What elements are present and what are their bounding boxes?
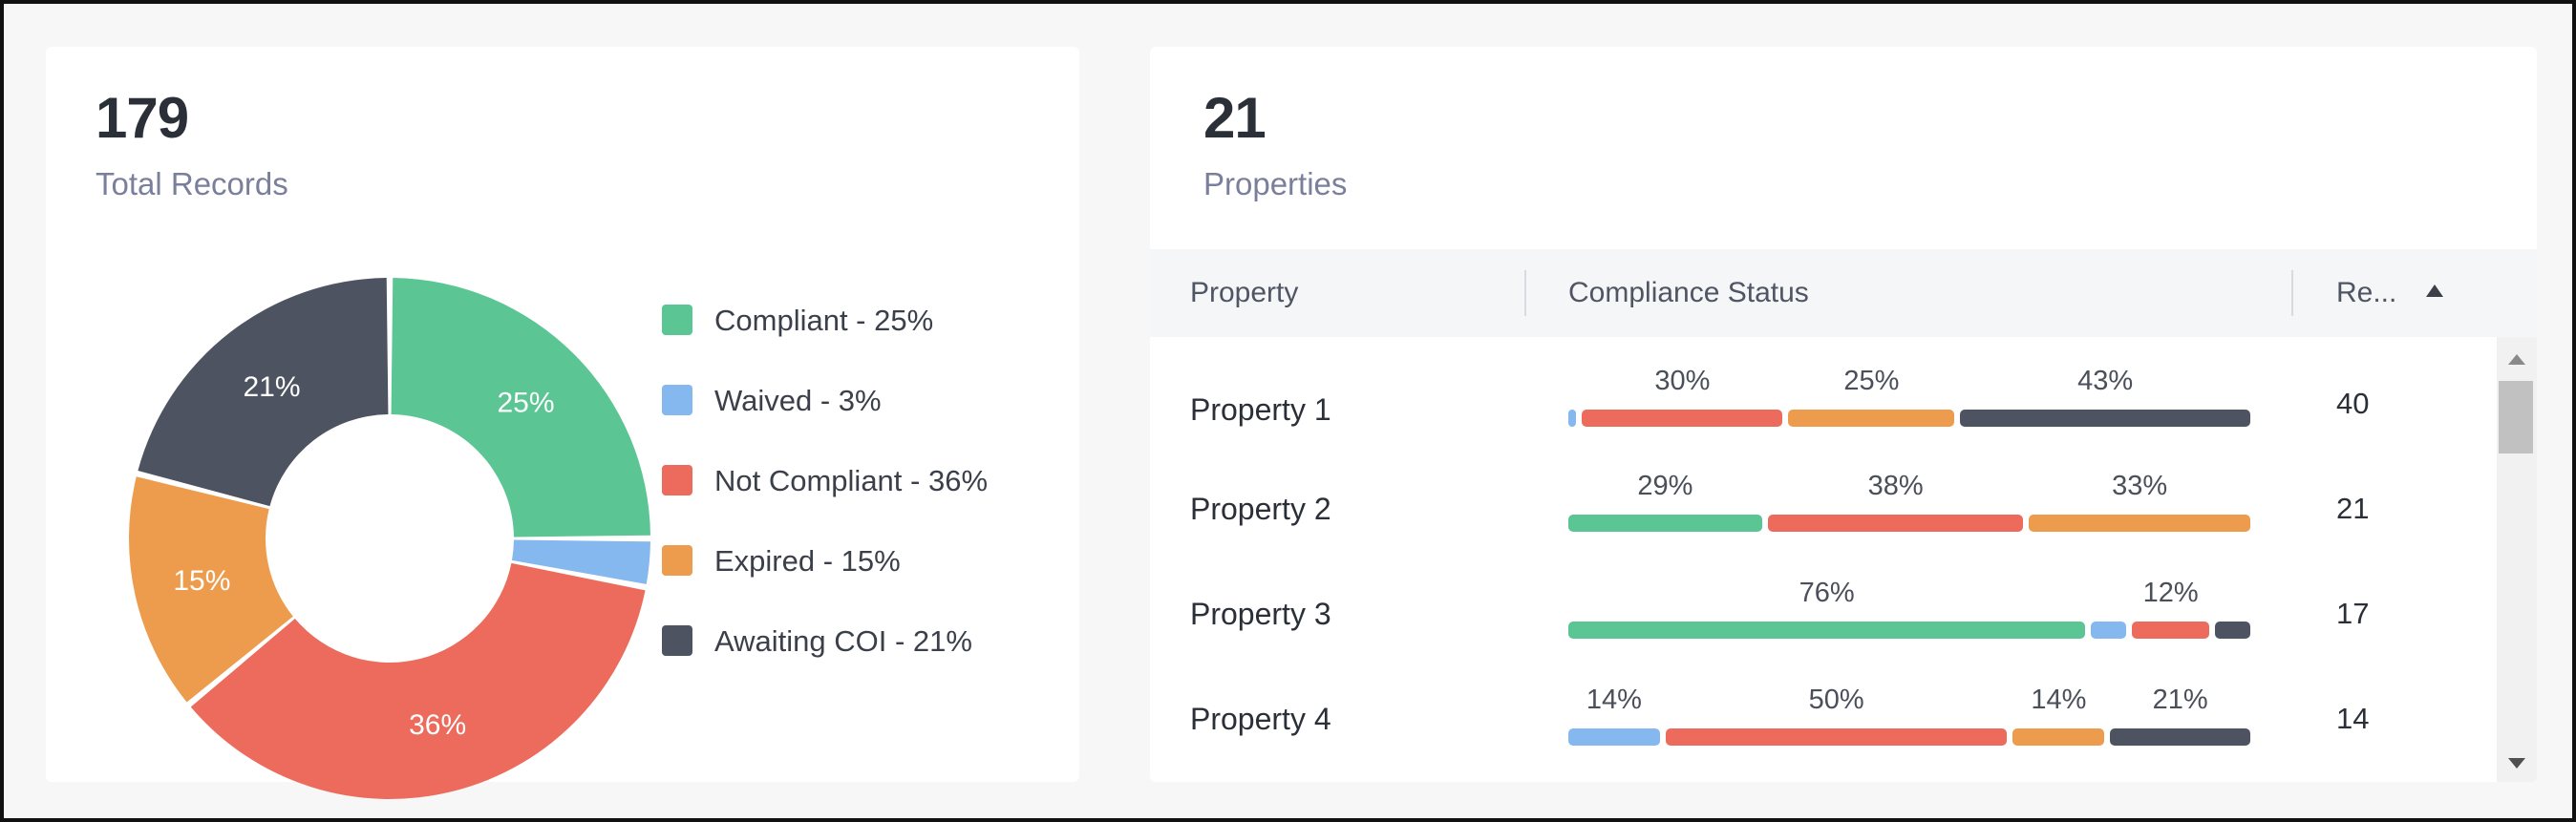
bar-segment-awaiting-coi[interactable] [2214, 622, 2250, 639]
total-records-label: Total Records [96, 166, 288, 201]
bar-segment-label: 12% [2142, 578, 2199, 608]
table-row[interactable]: Property 2 29% 38% 33% 21 [1150, 442, 2497, 547]
donut-slice-awaiting-coi[interactable] [138, 278, 389, 507]
bar-segment-label: 14% [1586, 685, 1642, 715]
compliance-bar: 76% 12% [1568, 578, 2256, 644]
column-header-compliance-status[interactable]: Compliance Status [1568, 277, 1809, 308]
properties-table-body: Property 1 30% 25% 43% 40 Property 2 29% 38… [1150, 337, 2497, 782]
property-name: Property 4 [1190, 702, 1331, 736]
bar-segment-not-compliant[interactable] [1767, 515, 2024, 532]
bar-segment-waived[interactable] [1568, 728, 1660, 746]
donut-slice-label: 21% [243, 371, 300, 403]
bar-segment-awaiting-coi[interactable] [2110, 728, 2250, 746]
bar-segment-not-compliant[interactable] [1582, 410, 1783, 427]
donut-slice-label: 15% [173, 565, 230, 597]
sort-ascending-icon[interactable] [2426, 285, 2443, 297]
legend-swatch-awaiting-coi [662, 625, 692, 656]
column-divider[interactable] [2291, 270, 2293, 316]
property-name: Property 1 [1190, 392, 1331, 427]
properties-count: 21 [1203, 86, 1267, 150]
donut-slice-label: 36% [409, 709, 466, 741]
legend-label-compliant: Compliant - 25% [714, 304, 934, 337]
bar-segment-label: 21% [2152, 685, 2208, 715]
donut-slice-not-compliant[interactable] [190, 562, 646, 800]
total-records-card: 179 Total Records 25% 36% 15% 21% Compliant… [46, 47, 1079, 800]
donut-slice-compliant[interactable] [391, 278, 650, 537]
record-count: 40 [2336, 387, 2370, 420]
properties-card: 21 Properties Property Compliance Status… [1150, 47, 2537, 782]
property-name: Property 3 [1190, 597, 1331, 631]
bar-segment-label: 43% [2077, 366, 2134, 396]
vertical-scrollbar[interactable] [2497, 337, 2537, 782]
legend-swatch-expired [662, 545, 692, 576]
bar-segment-label: 14% [2031, 685, 2087, 715]
scroll-up-arrow-icon[interactable] [2508, 354, 2525, 365]
legend-swatch-waived [662, 385, 692, 415]
legend-swatch-compliant [662, 305, 692, 335]
bar-segment-waived[interactable] [2091, 622, 2127, 639]
bar-segment-label: 50% [1808, 685, 1864, 715]
bar-segment-compliant[interactable] [1568, 622, 2086, 639]
compliance-bar: 30% 25% 43% [1568, 366, 2256, 432]
bar-segment-expired[interactable] [1788, 410, 1955, 427]
donut-slice-expired[interactable] [128, 476, 293, 703]
property-name: Property 2 [1190, 492, 1331, 526]
bar-segment-label: 25% [1843, 366, 1900, 396]
table-row[interactable]: Property 1 30% 25% 43% 40 [1150, 337, 2497, 442]
bar-segment-compliant[interactable] [1568, 515, 1762, 532]
bar-segment-expired[interactable] [2029, 515, 2250, 532]
compliance-donut-chart: 25% 36% 15% 21% [128, 278, 650, 800]
bar-segment-label: 76% [1799, 578, 1855, 608]
compliance-bar: 14% 50% 14% 21% [1568, 685, 2256, 751]
legend-swatch-not-compliant [662, 465, 692, 495]
column-divider[interactable] [1524, 270, 1526, 316]
bar-segment-label: 29% [1637, 471, 1693, 501]
bar-segment-expired[interactable] [2012, 728, 2105, 746]
record-count: 14 [2336, 702, 2370, 735]
table-row[interactable]: Property 4 14% 50% 14% 21% 14 [1150, 652, 2497, 757]
donut-slice-label: 25% [497, 388, 554, 419]
bar-segment-awaiting-coi[interactable] [1960, 410, 2250, 427]
scroll-thumb[interactable] [2499, 381, 2533, 453]
bar-segment-waived[interactable] [1568, 410, 1577, 427]
record-count: 17 [2336, 597, 2370, 630]
scroll-down-arrow-icon[interactable] [2508, 758, 2525, 769]
column-header-property[interactable]: Property [1190, 277, 1299, 308]
compliance-bar: 29% 38% 33% [1568, 471, 2256, 537]
legend-label-awaiting-coi: Awaiting COI - 21% [714, 624, 972, 658]
legend-label-not-compliant: Not Compliant - 36% [714, 464, 989, 497]
bar-segment-label: 30% [1654, 366, 1711, 396]
total-records-count: 179 [96, 86, 189, 150]
legend-label-expired: Expired - 15% [714, 544, 901, 578]
table-row[interactable]: Property 3 76% 12% 17 [1150, 547, 2497, 652]
legend-label-waived: Waived - 3% [714, 384, 882, 417]
bar-segment-not-compliant[interactable] [2132, 622, 2209, 639]
bar-segment-label: 38% [1867, 471, 1924, 501]
bar-segment-not-compliant[interactable] [1665, 728, 2008, 746]
record-count: 21 [2336, 492, 2370, 525]
column-header-records[interactable]: Re... [2336, 277, 2397, 308]
properties-table-header: Property Compliance Status Re... [1150, 249, 2537, 337]
bar-segment-label: 33% [2112, 471, 2168, 501]
donut-slice-waived[interactable] [511, 539, 650, 584]
properties-label: Properties [1203, 166, 1348, 201]
